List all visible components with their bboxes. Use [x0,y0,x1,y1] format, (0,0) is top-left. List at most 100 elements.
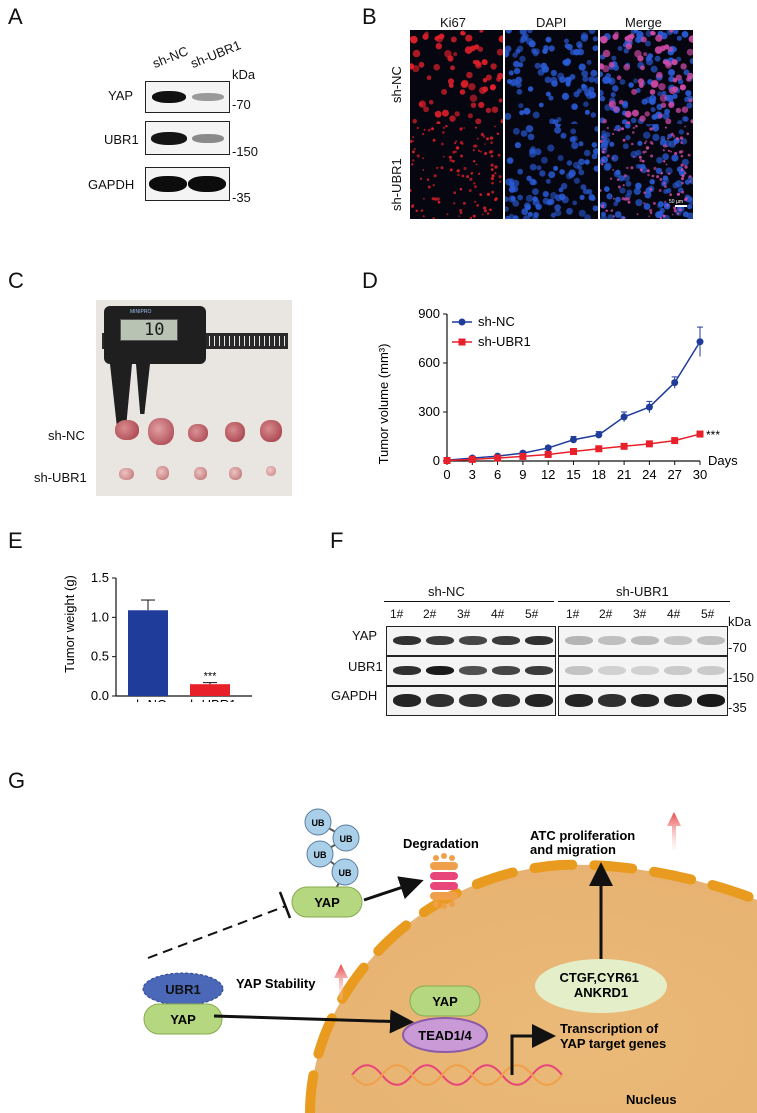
dapi-nucleus [527,211,533,217]
tumor-sh-ubr1 [194,467,207,480]
ki67-nucleus [436,197,440,201]
dapi-nucleus [573,177,580,184]
panel-d-label: D [362,268,378,293]
dapi-nucleus [652,124,660,132]
ki67-nucleus [475,118,482,125]
ki67-nucleus [454,142,457,145]
ki67-nucleus [664,185,667,188]
blot-ubr1 [145,121,230,155]
translocation-arrow [213,1009,414,1034]
dapi-nucleus [569,49,576,56]
caliper-brand: MINIPRO [130,309,152,315]
ki67-nucleus [490,63,497,70]
panel-f-label: F [330,528,344,553]
dapi-nucleus [633,187,641,195]
proteasome-icon [430,853,458,909]
ki67-nucleus [649,89,656,95]
dapi-nucleus [582,75,589,82]
x-tick-label: 24 [642,467,656,482]
lane-label: 1# [566,607,580,621]
nucleus-shape [310,864,757,1113]
ki67-nucleus [659,177,663,181]
col-label-ki67: Ki67 [440,15,467,30]
ki67-nucleus [618,99,624,105]
ki67-nucleus [477,149,480,152]
dapi-nucleus [662,177,669,184]
ki67-nucleus [479,193,483,196]
ki67-nucleus [637,55,644,62]
ki67-nucleus [410,189,412,192]
lane-label-sh-ubr1: sh-UBR1 [188,37,243,71]
ki67-nucleus [424,31,429,37]
ki67-nucleus [600,139,603,143]
row-label-gapdh: GAPDH [88,177,135,192]
dapi-nucleus [604,186,610,192]
ki67-nucleus [670,132,674,136]
ub-circle [306,840,334,868]
ki67-nucleus [463,127,465,129]
ki67-nucleus [431,197,435,201]
significance-stars: *** [706,428,720,442]
target-genes-ellipse [535,959,667,1013]
y-tick-label: 600 [418,355,440,370]
ki67-nucleus [459,211,463,215]
ki67-nucleus [459,187,463,191]
ki67-nucleus [440,166,444,170]
ki67-nucleus [639,168,643,172]
ki67-nucleus [684,172,687,175]
dapi-nucleus [505,196,509,202]
dapi-nucleus [615,196,621,203]
dapi-nucleus [553,165,559,171]
dapi-nucleus [588,30,596,35]
dapi-nucleus [523,107,531,115]
dapi-nucleus [506,157,514,164]
tumor-weight-chart: Tumor weight (g) 0.0 0.5 1.0 1.5 sh-NC sh-UB… [62,570,252,702]
dapi-nucleus [545,178,551,184]
ki67-nucleus [681,190,685,194]
ki67-nucleus [616,75,622,80]
ki67-nucleus [486,212,490,215]
ki67-nucleus [602,203,605,206]
ki67-nucleus [680,177,684,181]
row-label-yap: YAP [108,88,134,103]
legend: sh-NC sh-UBR1 [452,314,531,349]
ki67-nucleus [437,200,441,204]
ki67-nucleus [658,189,662,192]
ki67-nucleus [494,198,497,202]
x-tick-label: 12 [541,467,555,482]
ki67-nucleus [486,137,489,141]
dapi-nucleus [666,94,674,102]
degradation-label: Degradation [403,836,479,851]
y-tick-label: 0.5 [91,649,109,664]
ki67-nucleus [412,203,415,206]
dapi-nucleus [614,211,622,218]
ki67-nucleus [617,185,621,189]
ki67-nucleus [658,83,666,91]
ki67-nucleus [427,185,431,189]
band [459,694,487,707]
ki67-nucleus [673,209,677,213]
ubr1-label: UBR1 [165,982,200,997]
dapi-nucleus [516,45,524,52]
row-label-ubr1: UBR1 [104,132,139,147]
ki67-nucleus [639,158,643,162]
ki67-nucleus [489,136,494,140]
y-tick-label: 300 [418,404,440,419]
ki67-nucleus [664,200,667,203]
dapi-nucleus [625,135,631,141]
data-point [595,445,603,453]
ki67-nucleus [650,30,655,36]
ki67-nucleus [459,208,463,213]
nucleus-label: Nucleus [626,1092,677,1107]
ki67-nucleus [659,94,668,102]
y-axis-label: Tumor weight (g) [62,575,77,673]
ub-circle [332,824,360,852]
ki67-nucleus [655,34,663,42]
ki67-nucleus [422,169,425,171]
ki67-nucleus [684,198,687,202]
blot [386,626,556,656]
dapi-nucleus [520,130,528,137]
ki67-nucleus [643,202,646,205]
dapi-nucleus [528,40,536,48]
dapi-nucleus [688,197,693,205]
